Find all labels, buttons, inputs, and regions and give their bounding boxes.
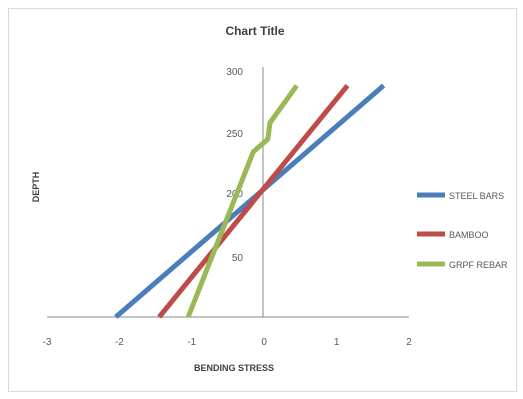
series-line-steel-bars: [114, 83, 386, 319]
legend-label-steel-bars: STEEL BARS: [449, 191, 504, 201]
x-tick-label: 0: [261, 337, 267, 348]
x-tick-labels: -3 -2 -1 0 1 2: [43, 337, 413, 348]
chart-frame: Chart Title 50 200 250 300 -3 -2 -1 0 1 2 DEPTH …: [8, 8, 517, 392]
x-tick-label: 1: [334, 337, 340, 348]
legend-label-grpf-rebar: GRPF REBAR: [449, 260, 508, 270]
x-tick-label: -2: [115, 337, 124, 348]
chart-title: Chart Title: [225, 24, 284, 38]
y-tick-label: 300: [226, 67, 243, 78]
x-tick-label: -3: [43, 337, 52, 348]
series-group: [114, 83, 386, 319]
x-tick-label: -1: [187, 337, 196, 348]
y-tick-label: 50: [232, 253, 244, 264]
series-line-grpf-rebar: [185, 84, 299, 318]
x-tick-label: 2: [406, 337, 412, 348]
y-axis-title: DEPTH: [31, 172, 41, 203]
legend: STEEL BARS BAMBOO GRPF REBAR: [417, 191, 508, 270]
legend-label-bamboo: BAMBOO: [449, 230, 489, 240]
y-tick-label: 250: [226, 129, 243, 140]
series-line-bamboo: [157, 83, 350, 319]
x-axis-title: BENDING STRESS: [194, 363, 274, 373]
